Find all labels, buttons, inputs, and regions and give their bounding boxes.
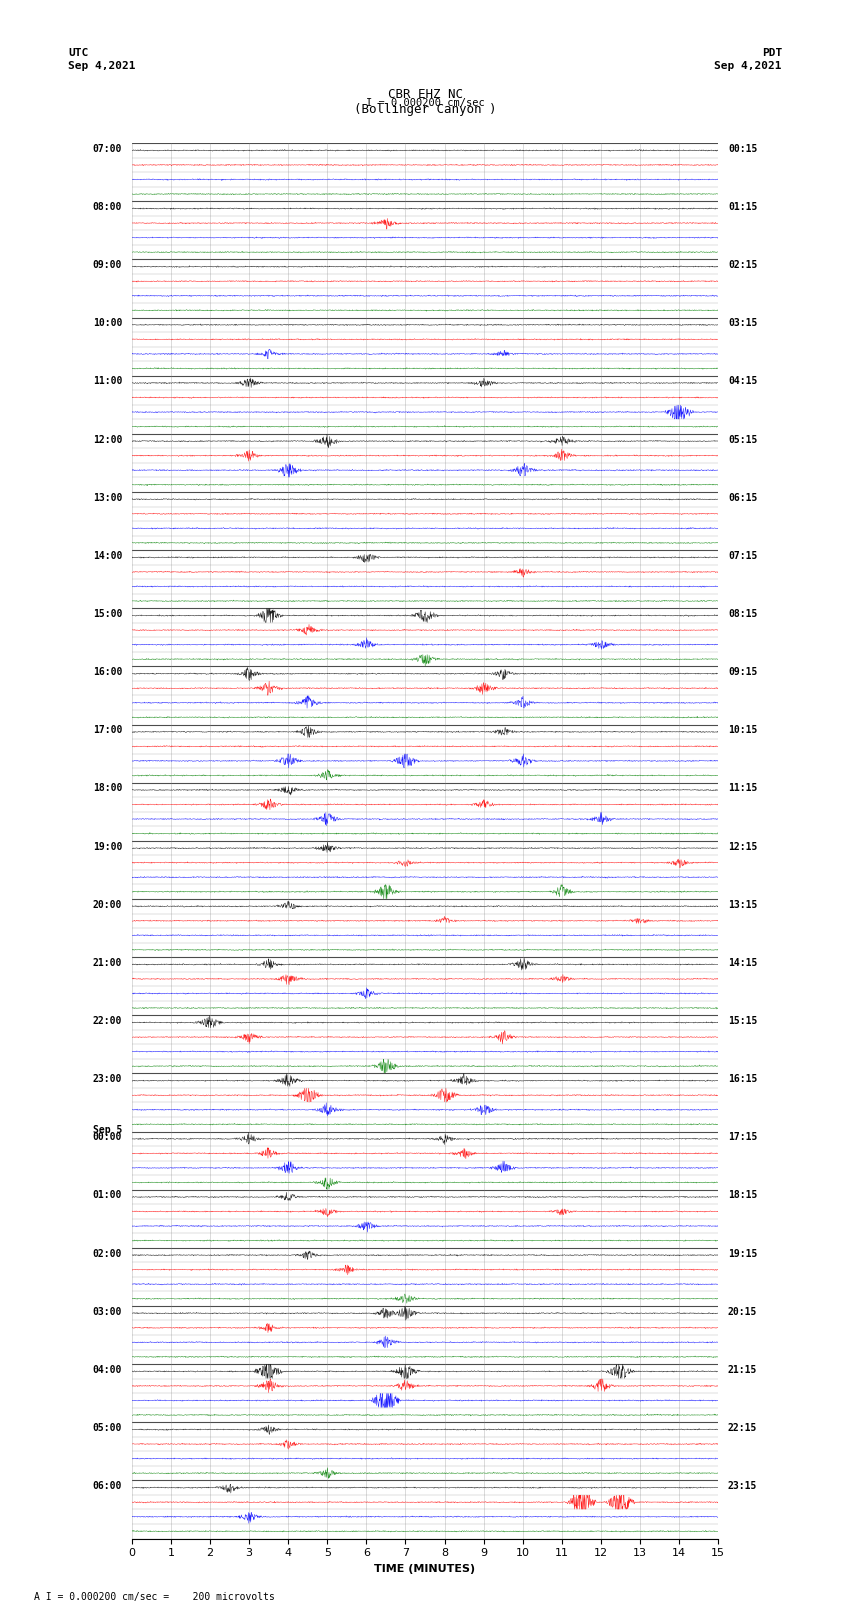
Text: 22:00: 22:00 — [93, 1016, 122, 1026]
Text: 04:15: 04:15 — [728, 376, 757, 387]
Text: UTC: UTC — [68, 48, 88, 58]
Text: 07:15: 07:15 — [728, 552, 757, 561]
Text: 18:00: 18:00 — [93, 784, 122, 794]
Text: 08:15: 08:15 — [728, 610, 757, 619]
Text: 05:00: 05:00 — [93, 1423, 122, 1432]
Text: 13:00: 13:00 — [93, 492, 122, 503]
Text: 04:00: 04:00 — [93, 1365, 122, 1374]
Text: 19:15: 19:15 — [728, 1248, 757, 1258]
Text: Sep 4,2021: Sep 4,2021 — [715, 61, 782, 71]
Text: PDT: PDT — [762, 48, 782, 58]
Text: 08:00: 08:00 — [93, 202, 122, 211]
Text: 02:15: 02:15 — [728, 260, 757, 269]
Text: 11:15: 11:15 — [728, 784, 757, 794]
Text: 13:15: 13:15 — [728, 900, 757, 910]
Text: 06:00: 06:00 — [93, 1481, 122, 1490]
Text: 23:00: 23:00 — [93, 1074, 122, 1084]
Text: 10:00: 10:00 — [93, 318, 122, 329]
Text: 01:00: 01:00 — [93, 1190, 122, 1200]
Text: 14:00: 14:00 — [93, 552, 122, 561]
Text: 18:15: 18:15 — [728, 1190, 757, 1200]
Text: 10:15: 10:15 — [728, 726, 757, 736]
Text: 16:15: 16:15 — [728, 1074, 757, 1084]
Text: 07:00: 07:00 — [93, 144, 122, 153]
Text: 17:00: 17:00 — [93, 726, 122, 736]
Text: 00:15: 00:15 — [728, 144, 757, 153]
X-axis label: TIME (MINUTES): TIME (MINUTES) — [375, 1565, 475, 1574]
Text: 09:15: 09:15 — [728, 668, 757, 677]
Text: 00:00: 00:00 — [93, 1132, 122, 1142]
Text: 03:15: 03:15 — [728, 318, 757, 329]
Text: 21:15: 21:15 — [728, 1365, 757, 1374]
Text: 15:15: 15:15 — [728, 1016, 757, 1026]
Text: 01:15: 01:15 — [728, 202, 757, 211]
Text: A I = 0.000200 cm/sec =    200 microvolts: A I = 0.000200 cm/sec = 200 microvolts — [34, 1592, 275, 1602]
Text: Sep 5: Sep 5 — [93, 1124, 122, 1136]
Text: 12:15: 12:15 — [728, 842, 757, 852]
Text: 09:00: 09:00 — [93, 260, 122, 269]
Title: CBR EHZ NC
(Bollinger Canyon ): CBR EHZ NC (Bollinger Canyon ) — [354, 87, 496, 116]
Text: 06:15: 06:15 — [728, 492, 757, 503]
Text: 17:15: 17:15 — [728, 1132, 757, 1142]
Text: I = 0.000200 cm/sec: I = 0.000200 cm/sec — [366, 98, 484, 108]
Text: 19:00: 19:00 — [93, 842, 122, 852]
Text: 05:15: 05:15 — [728, 434, 757, 445]
Text: 11:00: 11:00 — [93, 376, 122, 387]
Text: 16:00: 16:00 — [93, 668, 122, 677]
Text: 02:00: 02:00 — [93, 1248, 122, 1258]
Text: 22:15: 22:15 — [728, 1423, 757, 1432]
Text: Sep 4,2021: Sep 4,2021 — [68, 61, 135, 71]
Text: 15:00: 15:00 — [93, 610, 122, 619]
Text: 12:00: 12:00 — [93, 434, 122, 445]
Text: 20:15: 20:15 — [728, 1307, 757, 1316]
Text: 03:00: 03:00 — [93, 1307, 122, 1316]
Text: 21:00: 21:00 — [93, 958, 122, 968]
Text: 23:15: 23:15 — [728, 1481, 757, 1490]
Text: 20:00: 20:00 — [93, 900, 122, 910]
Text: 14:15: 14:15 — [728, 958, 757, 968]
